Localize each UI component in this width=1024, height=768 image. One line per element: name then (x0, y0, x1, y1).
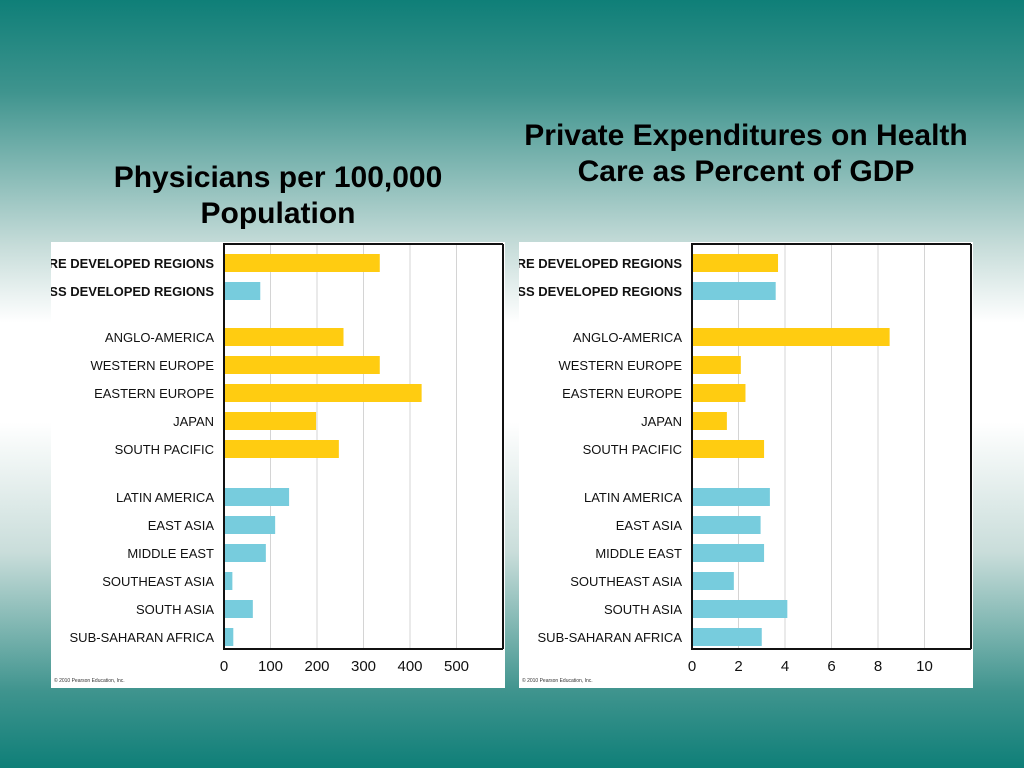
x-tick-label: 4 (781, 658, 789, 675)
category-label: WESTERN EUROPE (90, 358, 214, 373)
bar (692, 440, 765, 458)
bar (224, 516, 276, 534)
x-tick-label: 300 (351, 658, 376, 675)
x-tick-label: 100 (258, 658, 283, 675)
x-tick-label: 8 (874, 658, 882, 675)
bar (224, 282, 261, 300)
copyright-note: © 2010 Pearson Education, Inc. (54, 678, 125, 684)
bar (692, 516, 761, 534)
bar (224, 572, 233, 590)
x-tick-label: 200 (304, 658, 329, 675)
x-tick-label: 0 (688, 658, 696, 675)
bar (224, 440, 339, 458)
bar (224, 384, 422, 402)
category-label: SOUTH ASIA (604, 602, 682, 617)
bar (692, 356, 741, 374)
bar (224, 628, 234, 646)
bar (224, 356, 380, 374)
category-label: ANGLO-AMERICA (105, 330, 214, 345)
category-label: JAPAN (641, 414, 682, 429)
bar (692, 282, 776, 300)
category-label: WESTERN EUROPE (558, 358, 682, 373)
category-label: EAST ASIA (148, 518, 215, 533)
x-tick-label: 500 (444, 658, 469, 675)
x-tick-label: 400 (397, 658, 422, 675)
category-label: MORE DEVELOPED REGIONS (519, 256, 682, 271)
bar (692, 572, 734, 590)
category-label: LATIN AMERICA (584, 490, 682, 505)
category-label: MORE DEVELOPED REGIONS (51, 256, 214, 271)
category-label: SUB-SAHARAN AFRICA (538, 630, 683, 645)
physicians-chart-title: Physicians per 100,000 Population (113, 161, 443, 230)
category-label: SOUTH PACIFIC (583, 442, 682, 457)
bar (224, 600, 253, 618)
bar (692, 488, 770, 506)
category-label: LESS DEVELOPED REGIONS (51, 284, 214, 299)
health-expenditure-bar-chart: MORE DEVELOPED REGIONS LESS DEVELOPED REG… (519, 243, 972, 675)
bar (224, 328, 344, 346)
category-label: SOUTHEAST ASIA (102, 574, 214, 589)
category-label: LESS DEVELOPED REGIONS (519, 284, 682, 299)
category-label: EASTERN EUROPE (562, 386, 682, 401)
bar (692, 600, 788, 618)
category-label: MIDDLE EAST (595, 546, 682, 561)
physicians-chart-panel: MORE DEVELOPED REGIONS LESS DEVELOPED REG… (51, 242, 505, 688)
x-tick-label: 2 (734, 658, 742, 675)
bar (692, 254, 779, 272)
category-label: EAST ASIA (616, 518, 683, 533)
category-label: MIDDLE EAST (127, 546, 214, 561)
category-label: SUB-SAHARAN AFRICA (70, 630, 215, 645)
x-tick-label: 6 (827, 658, 835, 675)
physicians-bar-chart: MORE DEVELOPED REGIONS LESS DEVELOPED REG… (51, 243, 504, 675)
bar (224, 544, 266, 562)
category-label: EASTERN EUROPE (94, 386, 214, 401)
bar (692, 328, 890, 346)
category-label: SOUTH ASIA (136, 602, 214, 617)
bar (224, 412, 317, 430)
category-label: JAPAN (173, 414, 214, 429)
category-label: SOUTH PACIFIC (115, 442, 214, 457)
bar (224, 488, 290, 506)
category-label: LATIN AMERICA (116, 490, 214, 505)
x-tick-label: 10 (916, 658, 933, 675)
bar (692, 544, 765, 562)
bar (692, 412, 727, 430)
bar (692, 384, 746, 402)
copyright-note: © 2010 Pearson Education, Inc. (522, 678, 593, 684)
x-tick-label: 0 (220, 658, 228, 675)
health-expenditure-chart-title: Private Expenditures on Health Care as P… (524, 119, 968, 188)
category-label: SOUTHEAST ASIA (570, 574, 682, 589)
bar (224, 254, 380, 272)
health-expenditure-chart-panel: MORE DEVELOPED REGIONS LESS DEVELOPED REG… (519, 242, 973, 688)
category-label: ANGLO-AMERICA (573, 330, 682, 345)
bar (692, 628, 762, 646)
